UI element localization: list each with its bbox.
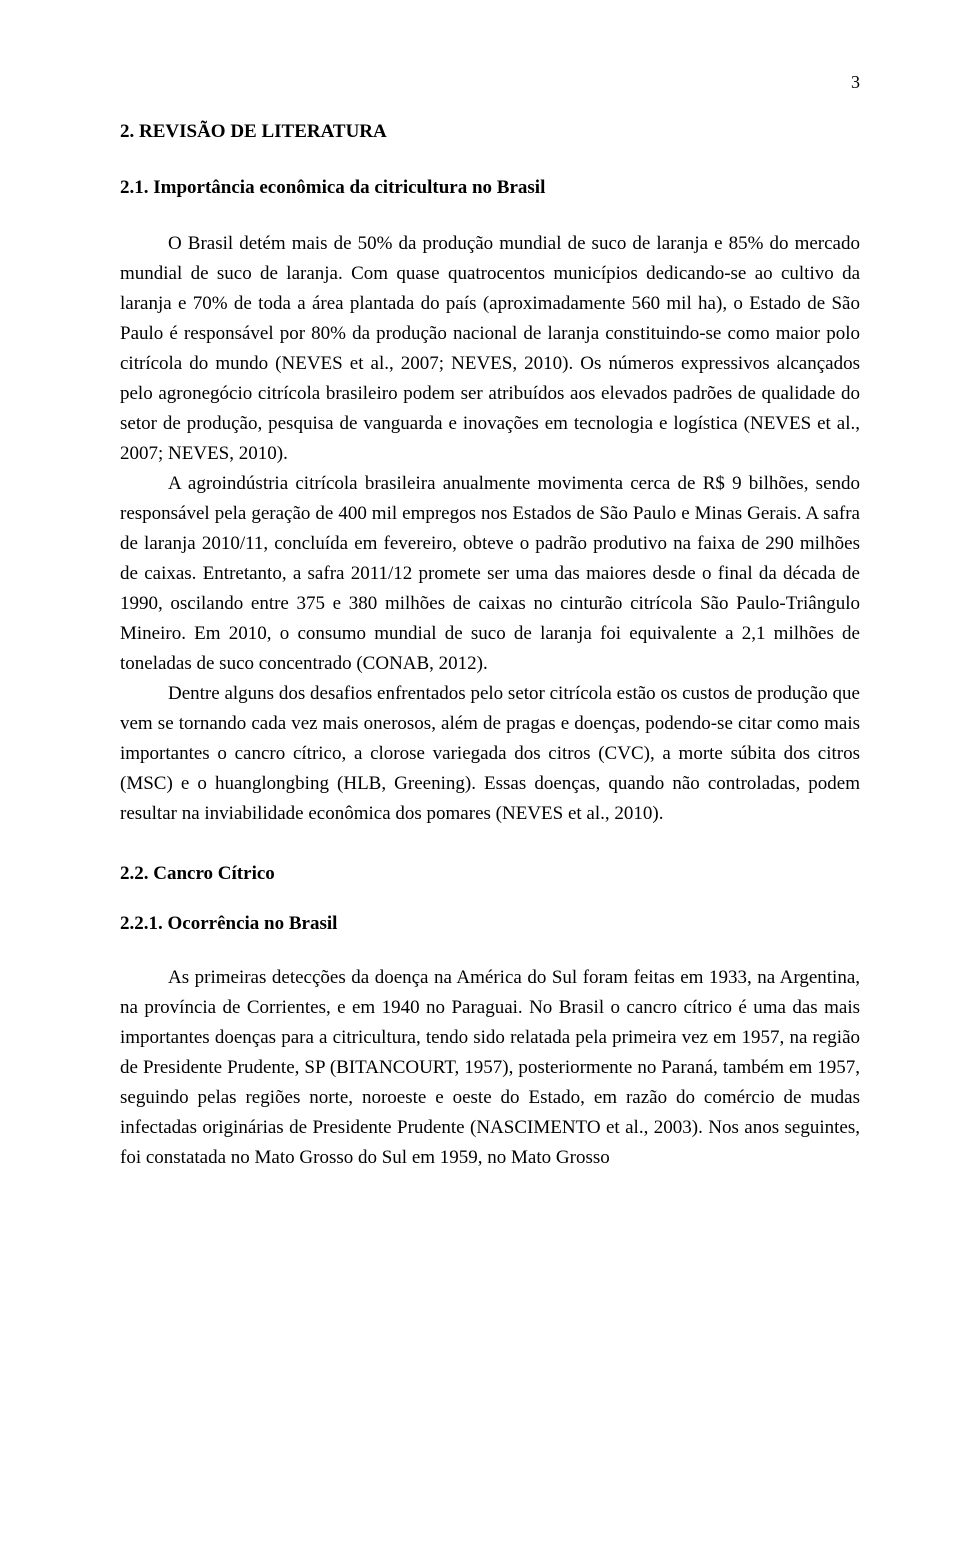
- page-number: 3: [120, 72, 860, 93]
- heading-revisao: 2. REVISÃO DE LITERATURA: [120, 121, 860, 143]
- paragraph-1: O Brasil detém mais de 50% da produção m…: [120, 229, 860, 469]
- heading-importancia: 2.1. Importância econômica da citricultu…: [120, 177, 860, 199]
- paragraph-3: Dentre alguns dos desafios enfrentados p…: [120, 679, 860, 829]
- paragraph-4: As primeiras detecções da doença na Amér…: [120, 963, 860, 1173]
- heading-ocorrencia: 2.2.1. Ocorrência no Brasil: [120, 913, 860, 935]
- heading-cancro: 2.2. Cancro Cítrico: [120, 863, 860, 885]
- paragraph-2: A agroindústria citrícola brasileira anu…: [120, 469, 860, 679]
